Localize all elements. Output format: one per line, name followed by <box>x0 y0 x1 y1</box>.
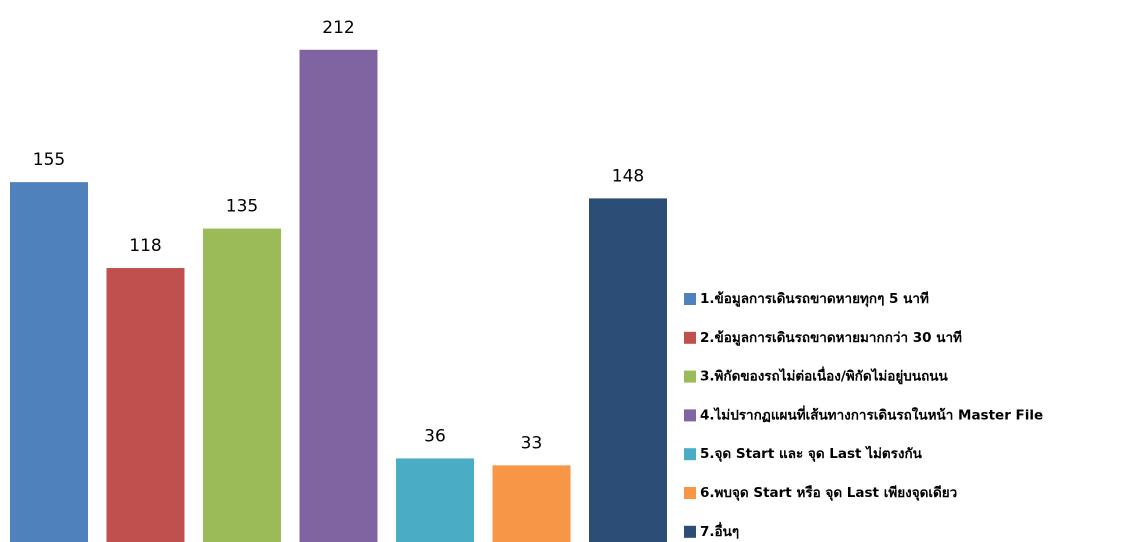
legend-swatch <box>684 525 696 538</box>
data-label: 33 <box>521 433 543 453</box>
bar <box>10 182 88 542</box>
legend-swatch <box>684 448 696 461</box>
legend-label: 7.อื่นๆ <box>700 521 739 540</box>
data-label: 135 <box>226 197 258 217</box>
legend-label: 3.พิกัดของรถไม่ต่อเนื่อง/พิกัดไม่อยู่บนถ… <box>700 366 948 385</box>
legend-label: 4.ไม่ปรากฏแผนที่เส้นทางการเดินรถในหน้า M… <box>700 404 1043 423</box>
data-label: 148 <box>612 166 644 186</box>
bar <box>396 458 474 542</box>
legend-label: 1.ข้อมูลการเดินรถขาดหายทุกๆ 5 นาที <box>700 291 929 307</box>
data-label: 118 <box>129 236 161 256</box>
legend-label: 6.พบจุด Start หรือ จุด Last เพียงจุดเดีย… <box>700 485 957 501</box>
bar <box>589 198 667 542</box>
bar <box>492 465 571 542</box>
bar <box>299 49 378 542</box>
legend-swatch <box>684 487 696 499</box>
legend-swatch <box>684 370 696 383</box>
legend-label: 2.ข้อมูลการเดินรถขาดหายมากกว่า 30 นาที <box>700 330 962 346</box>
bar <box>203 228 281 542</box>
legend-label: 5.จุด Start และ จุด Last ไม่ตรงกัน <box>700 445 923 462</box>
legend-swatch <box>684 409 696 422</box>
data-label: 155 <box>33 150 65 170</box>
data-label: 36 <box>424 426 446 446</box>
data-label: 212 <box>322 18 354 38</box>
legend-swatch <box>684 331 696 344</box>
legend-swatch <box>684 293 696 305</box>
bar <box>106 268 185 542</box>
